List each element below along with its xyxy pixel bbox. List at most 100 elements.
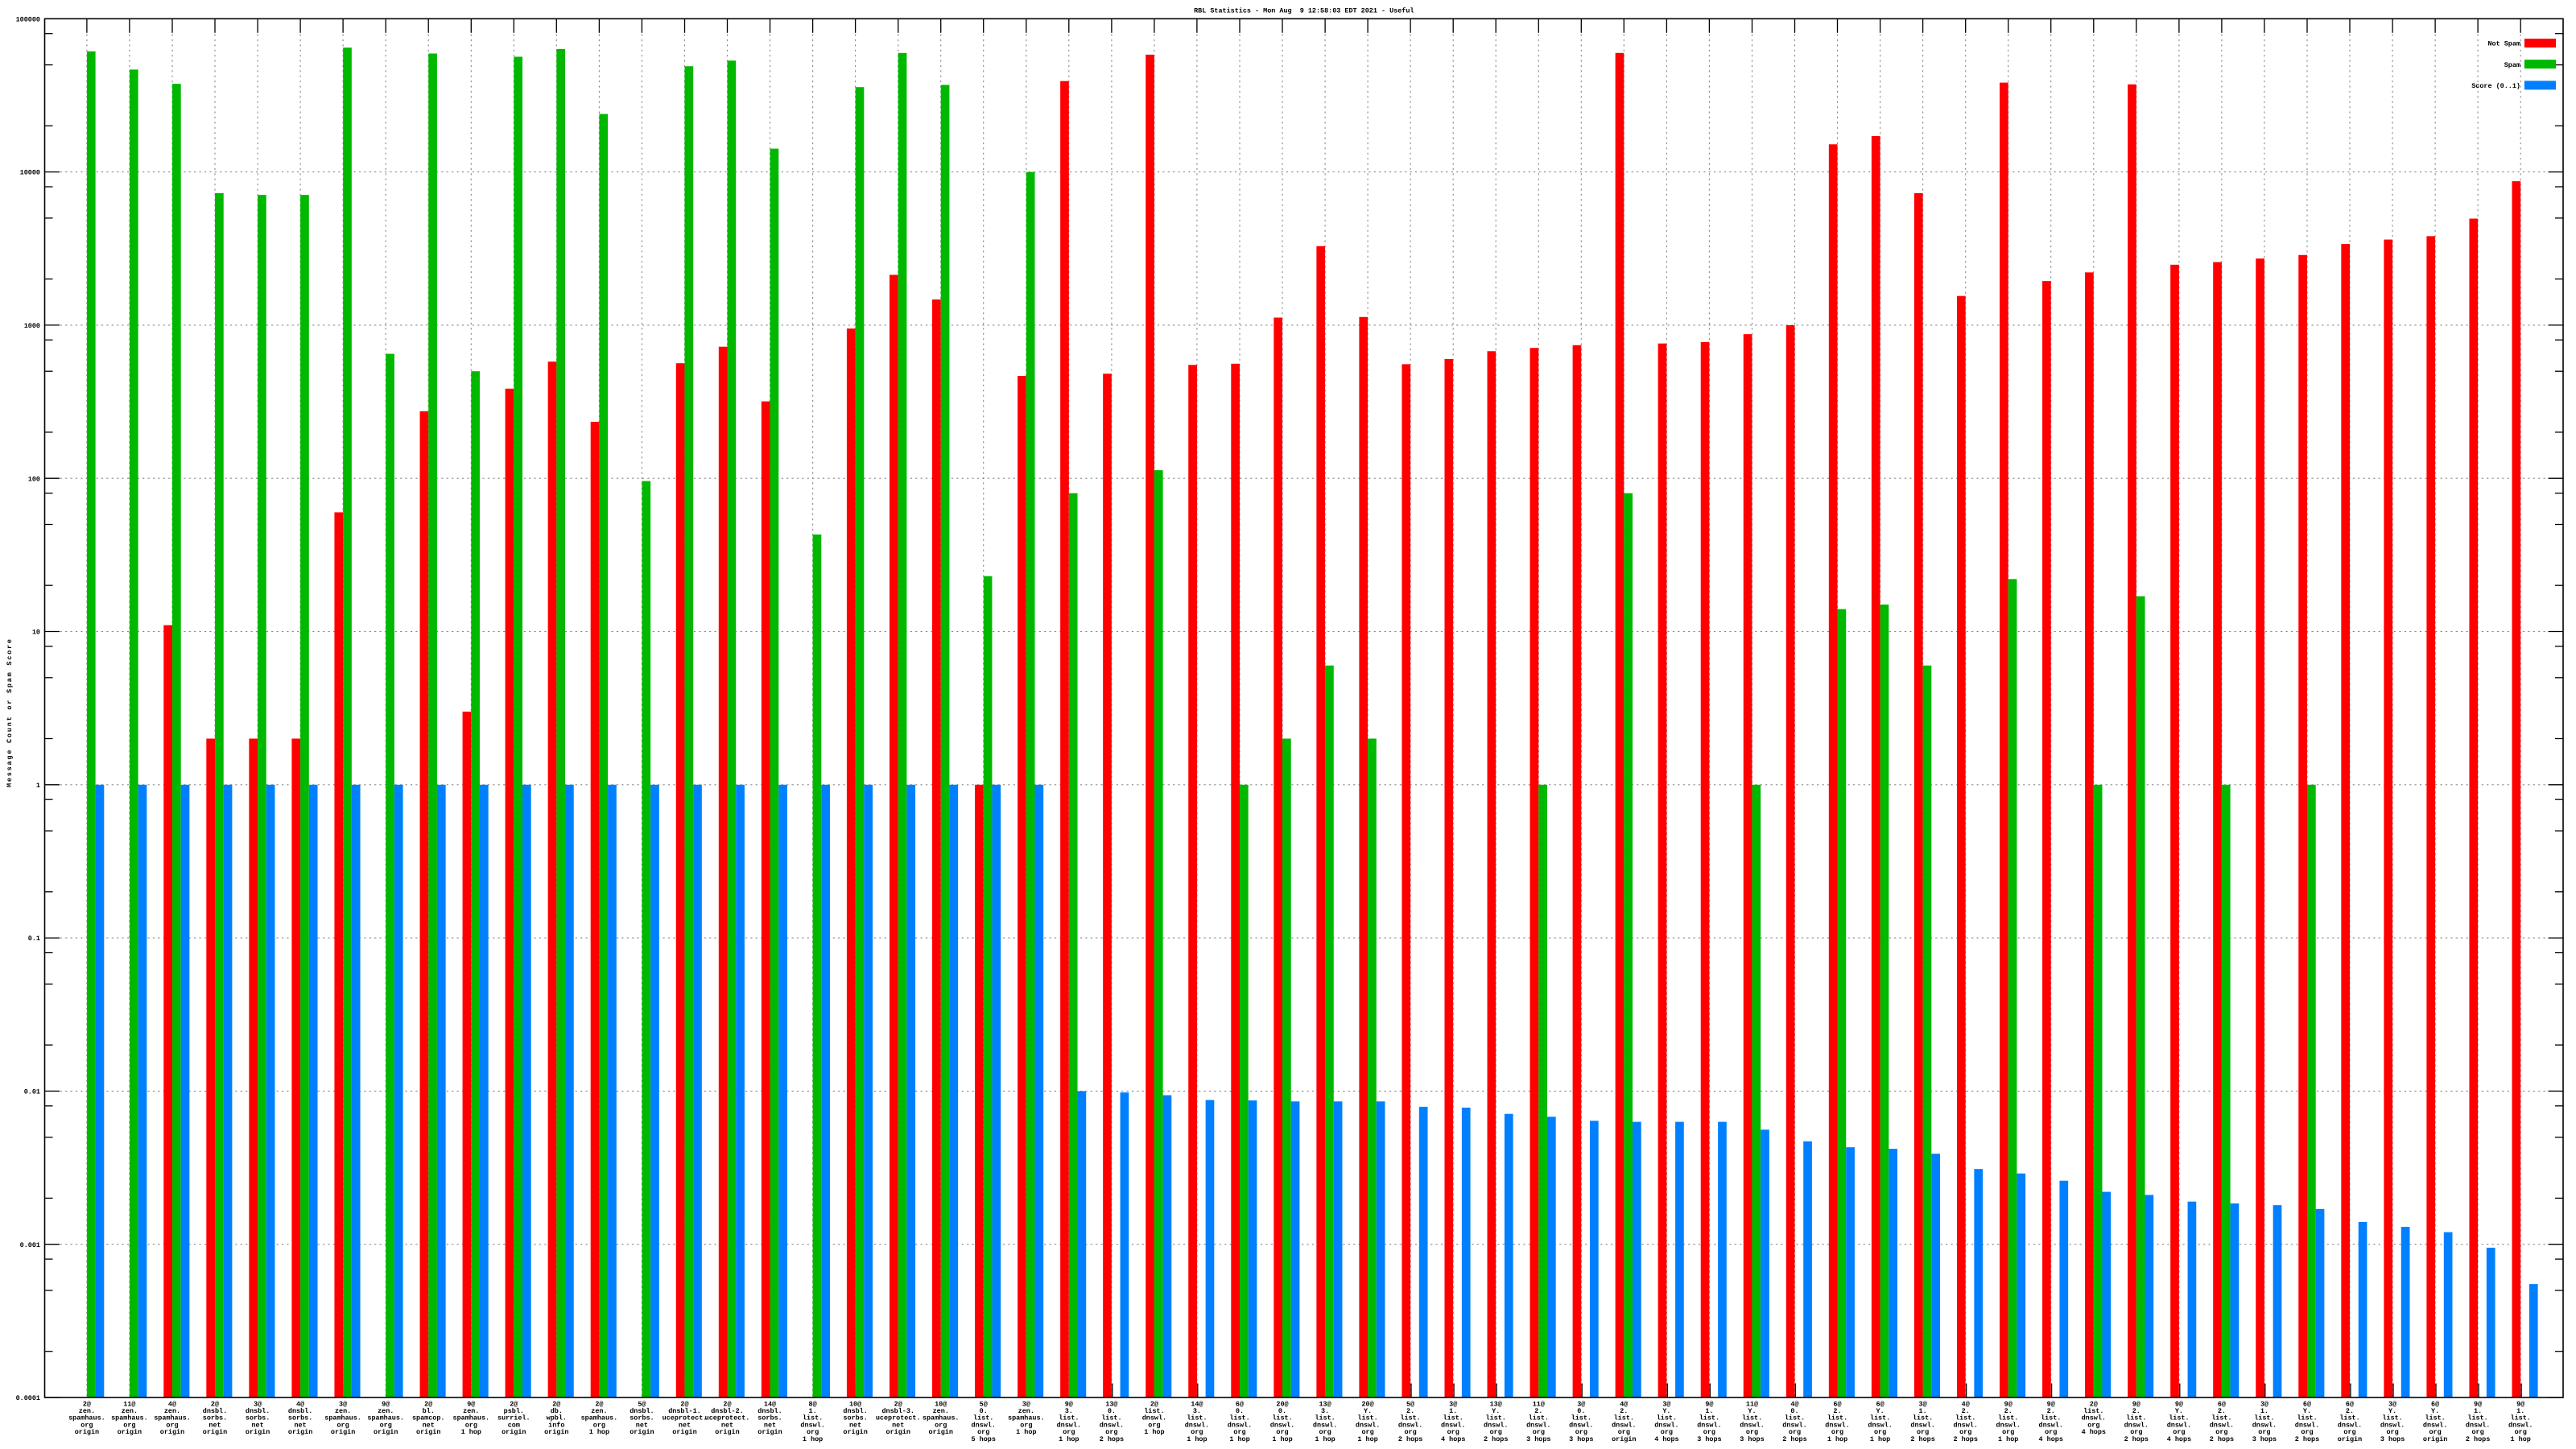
svg-text:dnswl.: dnswl. [1270,1421,1294,1429]
svg-text:2@: 2@ [83,1400,91,1408]
svg-text:sorbs.: sorbs. [246,1414,270,1422]
svg-text:org: org [380,1421,392,1429]
svg-text:list.: list. [1955,1414,1975,1422]
svg-text:2 hops: 2 hops [1910,1435,1934,1443]
svg-text:list.: list. [1827,1414,1847,1422]
svg-text:9@: 9@ [2047,1400,2055,1408]
svg-text:2@: 2@ [552,1400,560,1408]
svg-text:2 hops: 2 hops [2466,1435,2490,1443]
svg-text:spamhaus.: spamhaus. [923,1414,960,1422]
svg-text:9@: 9@ [1065,1400,1073,1408]
svg-text:9@: 9@ [2474,1400,2482,1408]
svg-text:list.: list. [1742,1414,1762,1422]
svg-text:origin: origin [416,1428,440,1436]
svg-text:1 hop: 1 hop [1315,1435,1335,1443]
svg-text:net: net [423,1421,435,1429]
svg-text:dnswl.: dnswl. [1142,1414,1166,1422]
svg-text:2.: 2. [1406,1407,1414,1415]
svg-text:org: org [807,1428,819,1436]
svg-text:list.: list. [1785,1414,1805,1422]
svg-text:dnswl.: dnswl. [1868,1421,1892,1429]
svg-text:list.: list. [2467,1414,2487,1422]
svg-text:2@: 2@ [894,1400,902,1408]
svg-text:dnswl.: dnswl. [1612,1421,1636,1429]
svg-text:Spam: Spam [2504,61,2520,69]
svg-text:1 hop: 1 hop [1187,1435,1207,1443]
svg-text:list.: list. [1998,1414,2018,1422]
svg-text:org: org [1490,1428,1502,1436]
svg-text:net: net [294,1421,306,1429]
svg-text:spamhaus.: spamhaus. [154,1414,191,1422]
svg-text:origin: origin [929,1428,953,1436]
svg-text:3@: 3@ [254,1400,262,1408]
svg-text:5@: 5@ [1406,1400,1414,1408]
svg-text:org: org [1789,1428,1801,1436]
svg-text:dnsbl.: dnsbl. [246,1407,270,1415]
svg-text:list.: list. [2382,1414,2402,1422]
svg-text:org: org [1063,1428,1075,1436]
svg-text:origin: origin [544,1428,568,1436]
svg-text:origin: origin [75,1428,99,1436]
svg-text:origin: origin [2423,1435,2447,1443]
svg-text:20@: 20@ [1361,1400,1373,1408]
svg-text:dnswl.: dnswl. [2508,1421,2533,1429]
svg-text:spamhaus.: spamhaus. [581,1414,618,1422]
svg-text:6@: 6@ [1876,1400,1885,1408]
svg-text:9@: 9@ [2175,1400,2183,1408]
svg-text:list.: list. [2511,1414,2531,1422]
svg-text:10000: 10000 [20,169,40,177]
svg-text:1.: 1. [809,1407,817,1415]
svg-text:2.: 2. [2004,1407,2013,1415]
svg-text:org: org [977,1428,989,1436]
svg-text:3 hops: 3 hops [1740,1435,1764,1443]
svg-text:2.: 2. [2218,1407,2226,1415]
svg-text:spamhaus.: spamhaus. [111,1414,148,1422]
svg-text:14@: 14@ [1191,1400,1203,1408]
svg-text:dnswl.: dnswl. [800,1421,824,1429]
svg-text:2 hops: 2 hops [1954,1435,1978,1443]
svg-text:6@: 6@ [2346,1400,2354,1408]
svg-text:1 hop: 1 hop [1229,1435,1249,1443]
svg-text:list.: list. [1870,1414,1890,1422]
svg-text:org: org [1361,1428,1373,1436]
svg-text:0.01: 0.01 [24,1088,40,1096]
svg-text:100000: 100000 [16,15,40,23]
svg-text:sorbs.: sorbs. [843,1414,867,1422]
svg-text:Y.: Y. [1876,1407,1885,1415]
svg-text:net: net [892,1421,904,1429]
svg-text:Score (0..1): Score (0..1) [2471,82,2520,90]
svg-text:origin: origin [886,1428,910,1436]
svg-text:zen.: zen. [122,1407,138,1415]
svg-text:sorbs.: sorbs. [203,1414,227,1422]
svg-text:spamcop.: spamcop. [412,1414,445,1422]
svg-text:org: org [1020,1421,1032,1429]
svg-text:dnsbl-1.: dnsbl-1. [668,1407,701,1415]
svg-text:dnswl.: dnswl. [1185,1421,1209,1429]
svg-text:5@: 5@ [638,1400,646,1408]
svg-text:psbl.: psbl. [504,1407,524,1415]
svg-text:org: org [1276,1428,1288,1436]
svg-text:list.: list. [1357,1414,1377,1422]
svg-text:Not Spam: Not Spam [2487,40,2520,48]
svg-text:zen.: zen. [378,1407,394,1415]
svg-text:dnswl.: dnswl. [1569,1421,1593,1429]
svg-text:Y.: Y. [1364,1407,1372,1415]
svg-text:0.001: 0.001 [20,1241,40,1249]
svg-text:10@: 10@ [935,1400,947,1408]
svg-text:org: org [935,1421,947,1429]
svg-text:origin: origin [1612,1435,1636,1443]
svg-text:list.: list. [1657,1414,1677,1422]
svg-text:dnswl.: dnswl. [1398,1421,1422,1429]
svg-text:list.: list. [973,1414,993,1422]
svg-text:Y.: Y. [2303,1407,2311,1415]
svg-text:list.: list. [2126,1414,2146,1422]
svg-text:sorbs.: sorbs. [630,1414,654,1422]
svg-text:9@: 9@ [2004,1400,2013,1408]
svg-text:5 hops: 5 hops [972,1435,996,1443]
svg-text:Y.: Y. [1492,1407,1500,1415]
svg-text:3@: 3@ [1577,1400,1585,1408]
svg-text:dnsbl.: dnsbl. [630,1407,654,1415]
svg-text:org: org [2215,1428,2227,1436]
svg-text:zen.: zen. [1018,1407,1034,1415]
svg-text:20@: 20@ [1276,1400,1288,1408]
